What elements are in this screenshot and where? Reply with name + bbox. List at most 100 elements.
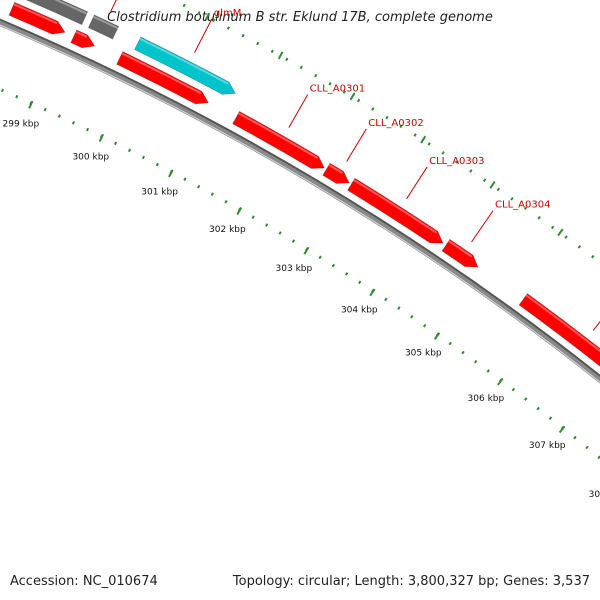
outer-major-tick	[489, 181, 496, 189]
gene-arrow-cll_a0306[interactable]	[518, 293, 600, 391]
outer-minor-tick	[328, 81, 332, 86]
inner-minor-tick	[448, 341, 452, 346]
outer-major-tick	[277, 51, 284, 60]
gene-arrow-cll_a0302[interactable]	[322, 162, 350, 184]
outer-minor-tick	[496, 187, 500, 192]
inner-major-tick	[369, 288, 376, 297]
outer-major-tick	[557, 228, 564, 237]
inner-minor-tick	[224, 199, 228, 204]
gene-arrow-cll_a0306-highlight	[525, 294, 600, 353]
ruler-label: 300 kbp	[72, 153, 109, 163]
gene-label[interactable]: CLL_A0301	[310, 84, 365, 95]
inner-minor-tick	[155, 162, 159, 167]
gene-callout-line	[110, 0, 117, 12]
outer-minor-tick	[342, 90, 346, 94]
outer-minor-tick	[413, 133, 417, 137]
outer-minor-tick	[427, 142, 431, 146]
gene-label[interactable]: CLL_A0304	[495, 200, 550, 211]
outer-minor-tick	[469, 169, 473, 173]
gene-callout-line	[288, 94, 309, 128]
inner-minor-tick	[410, 315, 414, 319]
outer-major-tick	[420, 135, 427, 144]
ruler-label: 302 kbp	[209, 225, 246, 235]
genome-stats: Topology: circular; Length: 3,800,327 bp…	[232, 574, 590, 589]
gene-callout-line	[346, 128, 367, 162]
accession-text: Accession: NC_010674	[10, 574, 158, 589]
gene-arrow-cll_a0301[interactable]	[232, 110, 325, 169]
ruler-label: 301 kbp	[141, 188, 178, 198]
outer-major-tick	[204, 12, 211, 21]
genome-backbone	[0, 20, 600, 384]
outer-minor-tick	[197, 11, 201, 15]
inner-minor-tick	[86, 127, 90, 132]
outer-minor-tick	[591, 254, 595, 259]
backbone-highlight	[0, 24, 600, 383]
gene-label[interactable]: CLL_A0302	[368, 118, 423, 129]
gene-arrow-unlabeled[interactable]	[8, 1, 66, 35]
inner-minor-tick	[548, 416, 553, 420]
inner-minor-tick	[585, 445, 589, 450]
gene-arrow-glmm-highlight	[139, 37, 229, 85]
gene-arrow-unlabeled[interactable]	[70, 29, 96, 49]
gene-arrow-cll_a0303-highlight	[353, 179, 438, 234]
inner-minor-tick	[291, 239, 296, 243]
backbone-shadow	[0, 18, 600, 384]
gene-callout-line	[471, 210, 494, 243]
outer-minor-tick	[299, 65, 303, 70]
gene-arrow-cll_a0299[interactable]	[87, 14, 120, 40]
outer-minor-tick	[441, 151, 445, 155]
outer-minor-tick	[577, 245, 582, 249]
inner-major-tick	[497, 377, 504, 386]
inner-minor-tick	[251, 215, 255, 220]
gene-arrow-cll_a0304-highlight	[448, 240, 473, 258]
gene-label[interactable]: CLL_A0303	[429, 156, 484, 167]
inner-minor-tick	[524, 397, 528, 401]
gene-label[interactable]: glmM	[214, 8, 242, 19]
gene-arrow-unlabeled-highlight	[13, 3, 58, 25]
gene-arrow-cll_a0299-highlight	[93, 15, 119, 30]
inner-minor-tick	[210, 192, 214, 196]
label-layer: 299 kbp 300 kbp 301 kbp 302 kbp 303 kbp 304 k…	[3, 0, 600, 500]
backbone-layer	[0, 18, 600, 384]
gene-arrow-cll_a0304[interactable]	[441, 238, 479, 268]
outer-minor-tick	[182, 3, 186, 8]
inner-minor-tick	[183, 177, 187, 182]
gene-callout-line	[592, 320, 600, 331]
inner-minor-tick	[511, 387, 516, 392]
gene-arrow-unlabeled[interactable]	[116, 51, 209, 105]
inner-major-tick	[433, 332, 441, 340]
outer-minor-tick	[385, 115, 389, 120]
inner-minor-tick	[473, 359, 478, 364]
inner-minor-tick	[57, 114, 61, 118]
inner-minor-tick	[114, 141, 118, 146]
gene-arrow-cll_a0303[interactable]	[347, 177, 444, 244]
map-title: Clostridium botulinum B str. Eklund 17B,…	[107, 10, 493, 25]
gene-arrow-glmm[interactable]	[134, 36, 237, 95]
ruler-label: 307 kbp	[529, 441, 566, 451]
outer-minor-tick	[314, 73, 318, 78]
inner-minor-tick	[127, 148, 132, 153]
inner-minor-tick	[397, 306, 401, 310]
inner-minor-tick	[358, 280, 362, 285]
inner-minor-tick	[15, 94, 19, 99]
inner-minor-tick	[197, 184, 201, 189]
gene-callout-line	[194, 18, 213, 53]
ruler-label: 299 kbp	[3, 120, 40, 130]
outer-major-tick	[349, 92, 356, 101]
inner-minor-tick	[141, 155, 146, 160]
inner-major-tick	[168, 169, 174, 178]
inner-minor-tick	[0, 88, 4, 93]
outer-minor-tick	[455, 160, 459, 164]
inner-minor-tick	[43, 107, 47, 112]
inner-major-tick	[303, 246, 310, 255]
outer-minor-tick	[241, 33, 245, 38]
inner-minor-tick	[331, 263, 336, 268]
outer-minor-tick	[564, 235, 568, 239]
outer-minor-tick	[371, 107, 375, 111]
inner-minor-tick	[461, 350, 465, 355]
gene-arrow-cll_a0298[interactable]	[17, 0, 89, 26]
gene-arrow-unlabeled-highlight	[75, 30, 88, 38]
gene-callout-line	[406, 166, 428, 200]
